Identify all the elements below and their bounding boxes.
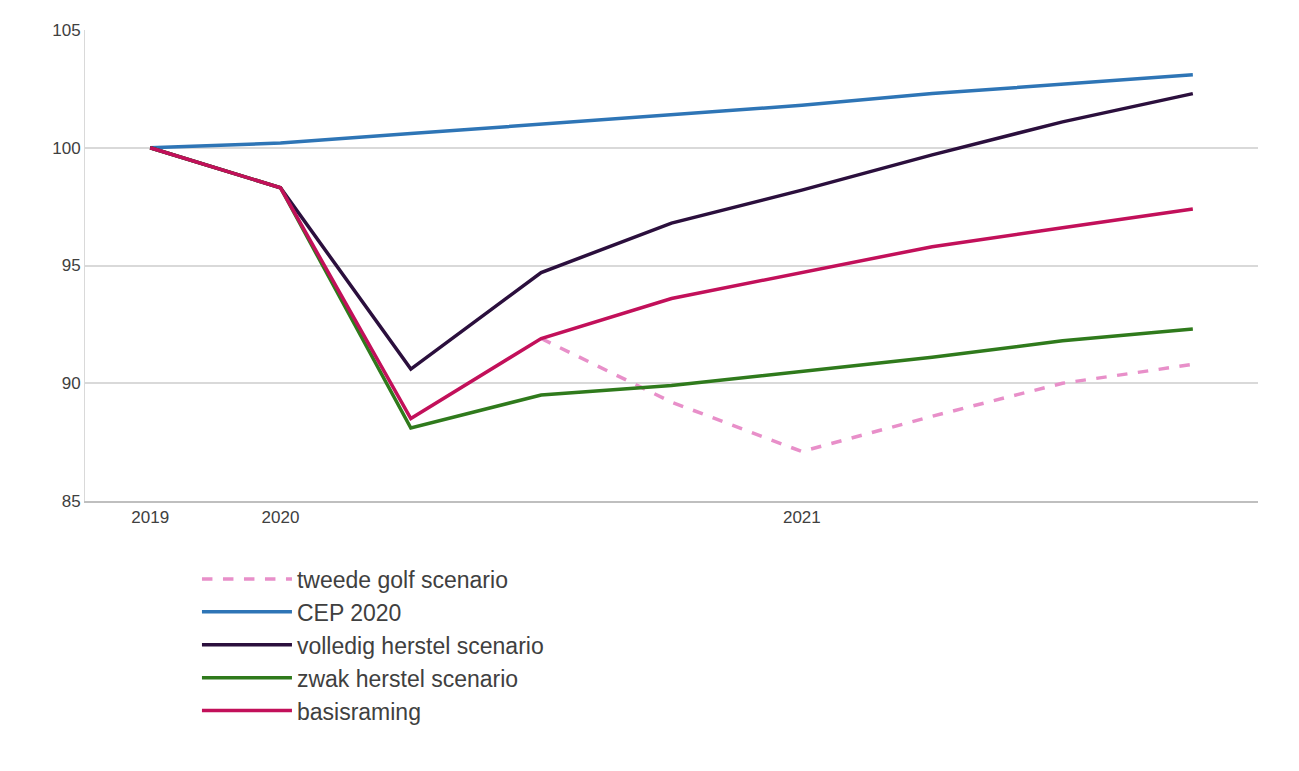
svg-text:tweede golf scenario: tweede golf scenario: [297, 567, 508, 593]
svg-text:95: 95: [62, 256, 81, 275]
svg-text:100: 100: [52, 139, 80, 158]
svg-text:2020: 2020: [262, 508, 300, 527]
svg-text:zwak herstel scenario: zwak herstel scenario: [297, 666, 518, 692]
svg-text:basisraming: basisraming: [297, 699, 421, 725]
svg-text:CEP 2020: CEP 2020: [297, 600, 401, 626]
svg-text:2021: 2021: [783, 508, 821, 527]
svg-text:2019: 2019: [131, 508, 169, 527]
svg-text:85: 85: [62, 492, 81, 511]
svg-text:90: 90: [62, 374, 81, 393]
svg-text:volledig herstel scenario: volledig herstel scenario: [297, 633, 544, 659]
svg-text:105: 105: [52, 21, 80, 40]
